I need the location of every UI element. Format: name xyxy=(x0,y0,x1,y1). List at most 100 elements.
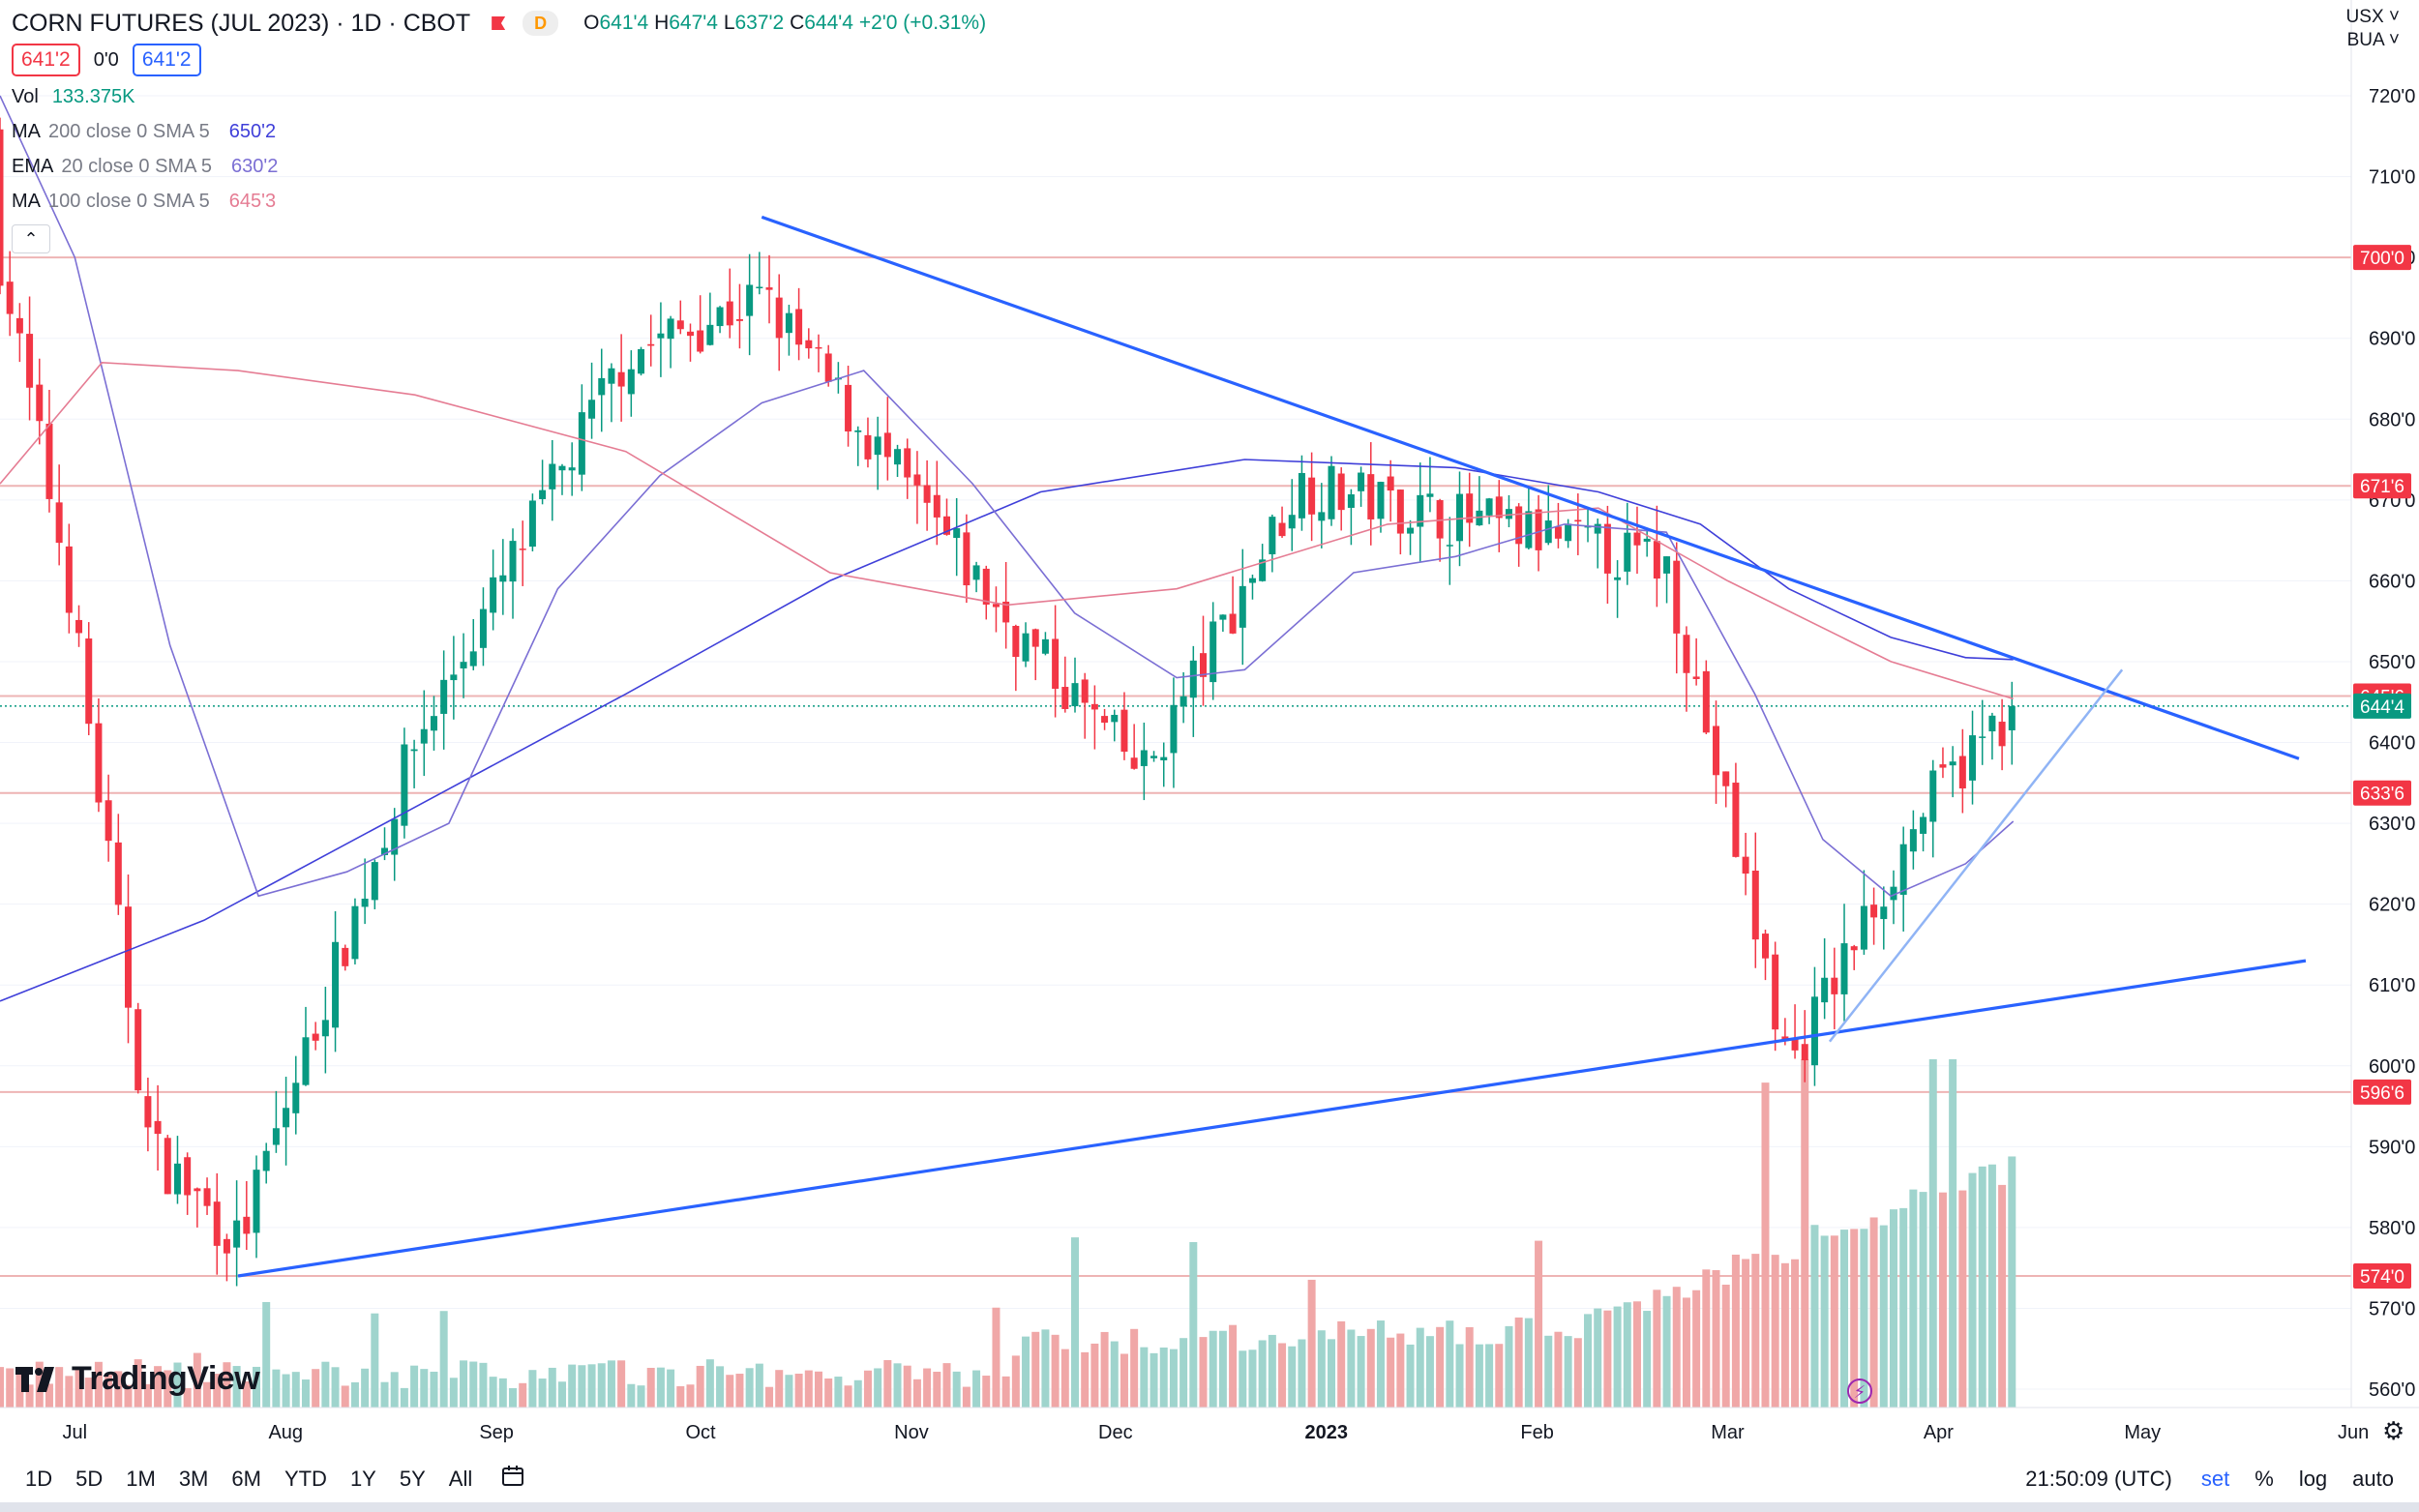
volume-bar xyxy=(291,1372,300,1408)
candle-body xyxy=(1328,465,1335,519)
buy-price-button[interactable]: 641'2 xyxy=(132,44,201,76)
candle-body xyxy=(1180,696,1187,707)
volume-bar xyxy=(1820,1235,1829,1408)
price-tag-label: 644'4 xyxy=(2360,697,2404,718)
log-toggle[interactable]: log xyxy=(2298,1467,2328,1491)
volume-bar xyxy=(1475,1344,1483,1408)
volume-bar xyxy=(1218,1330,1227,1408)
percent-toggle[interactable]: % xyxy=(2255,1467,2274,1491)
volume-bar xyxy=(390,1372,399,1408)
candle-body xyxy=(15,317,23,334)
volume-bar xyxy=(942,1363,951,1408)
volume-label[interactable]: Vol xyxy=(12,85,39,107)
volume-bar xyxy=(775,1370,784,1408)
volume-bar xyxy=(1554,1331,1563,1408)
candle-body xyxy=(933,494,941,518)
volume-bar xyxy=(705,1359,714,1408)
volume-bar xyxy=(1524,1318,1533,1408)
volume-bar xyxy=(834,1377,843,1408)
currency-unit-selector[interactable]: USX ˅ BUA ˅ xyxy=(2345,7,2400,50)
volume-bar xyxy=(1909,1189,1918,1408)
volume-bar xyxy=(55,1367,64,1408)
volume-bar xyxy=(1928,1059,1937,1408)
candle-body xyxy=(95,723,103,803)
candle-body xyxy=(519,548,526,550)
symbol-title[interactable]: CORN FUTURES (JUL 2023) · 1D · CBOT xyxy=(12,9,471,37)
candle-body xyxy=(1219,614,1227,620)
candle-body xyxy=(1722,771,1730,786)
volume-bar xyxy=(301,1379,310,1408)
volume-bar xyxy=(1180,1338,1188,1408)
candle-body xyxy=(1140,750,1148,766)
timeframe-5d[interactable]: 5D xyxy=(75,1467,104,1491)
y-tick-label: 560'0 xyxy=(2369,1379,2415,1401)
volume-bar xyxy=(1081,1351,1090,1408)
candle-body xyxy=(1377,482,1385,519)
currency-label[interactable]: USX xyxy=(2345,7,2384,27)
lightning-icon[interactable] xyxy=(1847,1379,1872,1404)
indicator-row[interactable]: MA 100 close 0 SMA 5 645'3 xyxy=(12,190,277,212)
indicator-row[interactable]: EMA 20 close 0 SMA 5 630'2 xyxy=(12,155,279,177)
candle-body xyxy=(1417,494,1424,527)
volume-bar xyxy=(84,1378,93,1408)
flag-icon[interactable] xyxy=(492,16,506,30)
interval-badge[interactable]: D xyxy=(523,11,559,36)
unit-label[interactable]: BUA xyxy=(2346,30,2384,50)
tradingview-logo[interactable]: TradingView xyxy=(15,1360,260,1398)
volume-bar xyxy=(173,1362,182,1408)
volume-bar xyxy=(94,1361,103,1408)
timeframe-1m[interactable]: 1M xyxy=(126,1467,156,1491)
candle-body xyxy=(1544,520,1552,544)
volume-bar xyxy=(193,1352,201,1408)
candle-body xyxy=(499,575,507,582)
volume-bar xyxy=(272,1369,281,1408)
volume-bar xyxy=(1425,1336,1434,1408)
timeframe-6m[interactable]: 6M xyxy=(231,1467,261,1491)
volume-bar xyxy=(1199,1337,1208,1408)
volume-bar xyxy=(863,1370,872,1408)
volume-bar xyxy=(439,1311,448,1408)
utc-clock[interactable]: 21:50:09 (UTC) xyxy=(2025,1467,2172,1491)
set-toggle[interactable]: set xyxy=(2200,1467,2230,1491)
candle-body xyxy=(1200,653,1208,677)
candle-body xyxy=(253,1170,260,1233)
volume-bar xyxy=(1051,1334,1060,1408)
candle-body xyxy=(1367,474,1375,519)
volume-bar xyxy=(134,1359,142,1408)
volume-bar xyxy=(203,1381,212,1408)
auto-toggle[interactable]: auto xyxy=(2352,1467,2394,1491)
chevron-up-icon[interactable]: ⌃ xyxy=(12,224,50,253)
x-tick-label: Mar xyxy=(1711,1422,1745,1443)
candle-body xyxy=(667,318,674,340)
volume-bar xyxy=(498,1378,507,1408)
timeframe-1y[interactable]: 1Y xyxy=(349,1467,376,1491)
volume-bar xyxy=(105,1373,113,1408)
volume-bar xyxy=(1742,1259,1750,1408)
candle-body xyxy=(854,430,862,432)
volume-bar xyxy=(1366,1328,1375,1408)
gear-icon[interactable]: ⚙ xyxy=(2382,1416,2404,1445)
volume-bar xyxy=(25,1384,34,1408)
timeframe-ytd[interactable]: YTD xyxy=(284,1467,327,1491)
volume-bar xyxy=(972,1370,981,1408)
candle-body xyxy=(144,1096,152,1128)
candle-body xyxy=(6,282,14,314)
volume-bar xyxy=(686,1384,695,1408)
sell-price-button[interactable]: 641'2 xyxy=(12,44,80,76)
timeframe-3m[interactable]: 3M xyxy=(178,1467,209,1491)
candle-body xyxy=(233,1220,241,1248)
candle-body xyxy=(1692,676,1700,679)
calendar-range-icon[interactable] xyxy=(501,1465,526,1494)
candle-body xyxy=(1614,577,1622,580)
indicator-row[interactable]: MA 200 close 0 SMA 5 650'2 xyxy=(12,120,277,142)
volume-bar xyxy=(1889,1209,1897,1408)
timeframe-1d[interactable]: 1D xyxy=(25,1467,53,1491)
candle-body xyxy=(65,546,73,613)
timeframe-5y[interactable]: 5Y xyxy=(399,1467,426,1491)
volume-bar xyxy=(154,1366,163,1408)
volume-bar xyxy=(6,1368,15,1408)
timeframe-all[interactable]: All xyxy=(448,1467,473,1491)
volume-bar xyxy=(646,1367,655,1408)
